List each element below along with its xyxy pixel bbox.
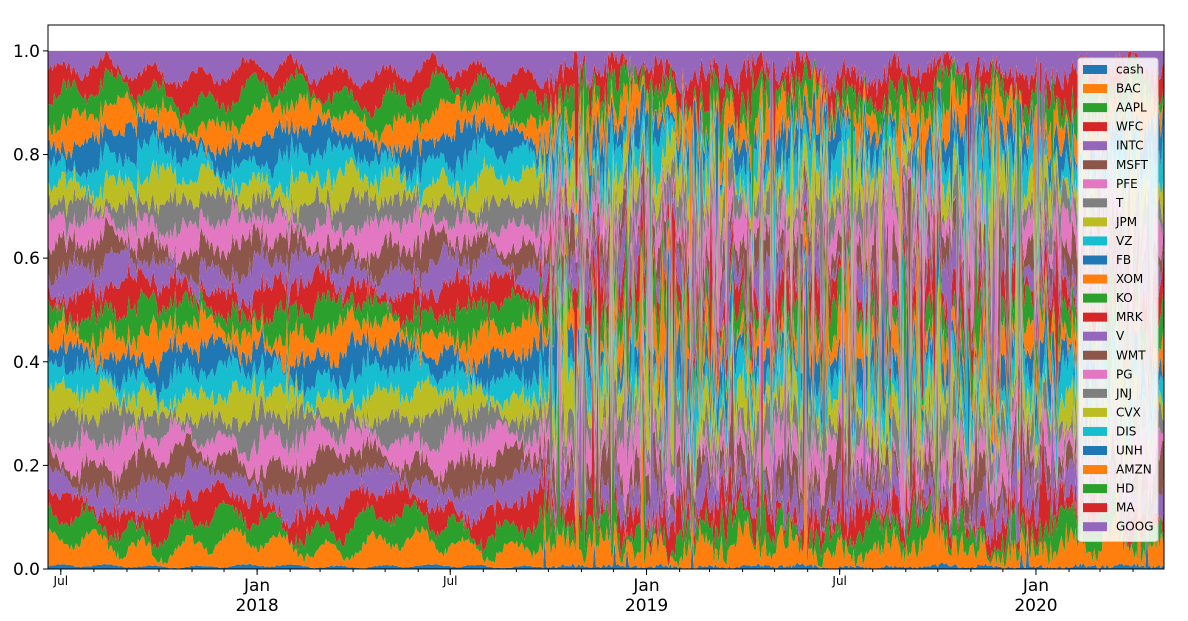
x-year-label: 2019	[625, 596, 668, 616]
legend-label-t: T	[1115, 196, 1124, 210]
x-year-label: 2018	[235, 596, 278, 616]
legend-swatch-wmt	[1083, 350, 1107, 360]
x-tick-label: Jan	[1022, 576, 1049, 596]
y-tick-label: 0.4	[13, 353, 40, 373]
area-ma	[48, 51, 1164, 248]
y-tick-label: 0.0	[13, 560, 40, 580]
legend-label-amzn: AMZN	[1116, 463, 1152, 477]
legend-label-mrk: MRK	[1116, 310, 1144, 324]
legend-swatch-bac	[1083, 84, 1107, 94]
area-dis	[48, 92, 1164, 331]
legend-swatch-amzn	[1083, 465, 1107, 475]
legend-label-wmt: WMT	[1116, 348, 1146, 362]
legend-label-ma: MA	[1116, 501, 1135, 515]
area-unh	[48, 81, 1164, 323]
legend-swatch-pfe	[1083, 179, 1107, 189]
legend-swatch-v	[1083, 331, 1107, 341]
legend-swatch-cvx	[1083, 407, 1107, 417]
legend-swatch-ko	[1083, 293, 1107, 303]
area-hd	[48, 53, 1164, 275]
area-wmt	[48, 116, 1164, 410]
legend-label-pfe: PFE	[1116, 177, 1138, 191]
legend-label-goog: GOOG	[1116, 520, 1154, 534]
legend: cash BAC AAPL WFC INTC MSFT PFE T JPM VZ FB XOM KO MR…	[1077, 57, 1159, 542]
legend-swatch-intc	[1083, 141, 1107, 151]
legend-swatch-xom	[1083, 274, 1107, 284]
legend-label-unh: UNH	[1116, 444, 1143, 458]
area-ko	[48, 162, 1164, 464]
x-year-label: 2020	[1014, 596, 1057, 616]
legend-label-intc: INTC	[1116, 139, 1144, 153]
legend-label-pg: PG	[1116, 367, 1133, 381]
legend-swatch-mrk	[1083, 312, 1107, 322]
y-tick-label: 0.8	[13, 146, 40, 166]
legend-label-dis: DIS	[1116, 424, 1136, 438]
legend-swatch-t	[1083, 198, 1107, 208]
legend-swatch-wfc	[1083, 122, 1107, 132]
x-tick-label: Jan	[632, 576, 659, 596]
plot-frame	[47, 24, 1165, 570]
y-axis: 0.0 0.2 0.4 0.6 0.8 1.0	[13, 42, 48, 580]
legend-label-vz: VZ	[1116, 234, 1132, 248]
area-jnj	[48, 111, 1164, 379]
x-tick-label: Jul	[831, 574, 846, 588]
area-msft	[48, 240, 1164, 539]
area-fb	[48, 183, 1164, 478]
legend-label-cvx: CVX	[1116, 405, 1141, 419]
legend-swatch-goog	[1083, 522, 1107, 532]
area-jpm	[48, 201, 1164, 514]
y-tick-label: 1.0	[13, 42, 40, 62]
legend-swatch-ma	[1083, 503, 1107, 513]
legend-label-ko: KO	[1116, 291, 1133, 305]
legend-swatch-aapl	[1083, 103, 1107, 113]
legend-swatch-jnj	[1083, 388, 1107, 398]
legend-swatch-hd	[1083, 484, 1107, 494]
legend-label-fb: FB	[1116, 253, 1131, 267]
y-tick-label: 0.6	[13, 249, 40, 269]
legend-swatch-msft	[1083, 160, 1107, 170]
legend-label-bac: BAC	[1116, 82, 1141, 96]
legend-swatch-fb	[1083, 255, 1107, 265]
area-intc	[48, 245, 1164, 556]
area-mrk	[48, 153, 1164, 447]
legend-label-jpm: JPM	[1115, 215, 1137, 229]
x-tick-label: Jan	[243, 576, 270, 596]
legend-box	[1077, 57, 1159, 542]
legend-swatch-jpm	[1083, 217, 1107, 227]
legend-swatch-pg	[1083, 369, 1107, 379]
legend-label-aapl: AAPL	[1116, 101, 1147, 115]
area-xom	[48, 168, 1164, 473]
legend-swatch-vz	[1083, 236, 1107, 246]
legend-label-v: V	[1116, 329, 1125, 343]
legend-label-hd: HD	[1116, 482, 1134, 496]
x-tick-label: Jul	[442, 574, 457, 588]
area-wfc	[48, 260, 1164, 566]
legend-label-msft: MSFT	[1116, 158, 1149, 172]
legend-label-wfc: WFC	[1116, 120, 1143, 134]
x-tick-label: Jul	[53, 574, 68, 588]
legend-swatch-unh	[1083, 446, 1107, 455]
legend-label-cash: cash	[1116, 63, 1144, 77]
area-series-group	[48, 50, 1164, 569]
legend-swatch-dis	[1083, 426, 1107, 436]
legend-label-jnj: JNJ	[1115, 386, 1132, 400]
legend-label-xom: XOM	[1116, 272, 1143, 286]
area-goog	[48, 50, 1164, 230]
y-tick-label: 0.2	[13, 456, 40, 476]
area-vz	[48, 192, 1164, 492]
legend-swatch-cash	[1083, 65, 1107, 74]
area-v	[48, 137, 1164, 427]
area-aapl	[48, 357, 1164, 568]
